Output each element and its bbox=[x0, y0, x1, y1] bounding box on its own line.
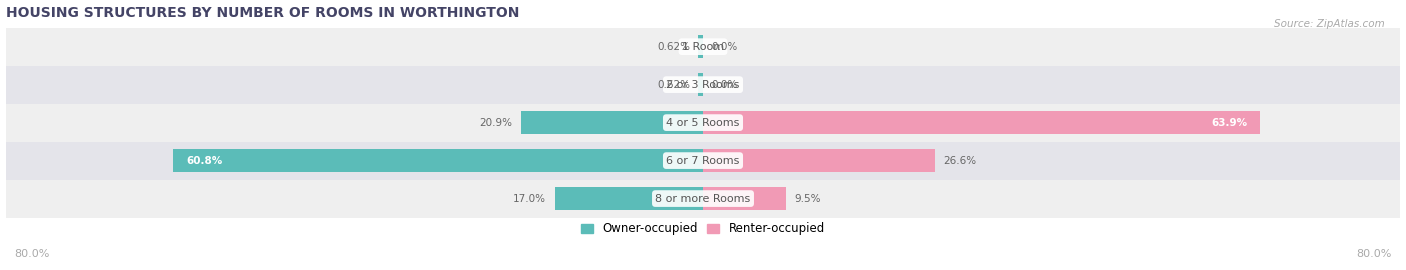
Bar bbox=[703, 187, 786, 210]
Bar bbox=[555, 187, 703, 210]
Bar bbox=[697, 35, 703, 58]
Bar bbox=[6, 28, 1400, 66]
Text: 0.0%: 0.0% bbox=[711, 80, 738, 90]
Text: 9.5%: 9.5% bbox=[794, 194, 821, 204]
Text: 0.62%: 0.62% bbox=[658, 42, 690, 52]
Bar bbox=[6, 104, 1400, 141]
Bar bbox=[6, 66, 1400, 104]
Bar bbox=[520, 111, 703, 134]
Bar bbox=[703, 111, 1260, 134]
Bar bbox=[173, 149, 703, 172]
Text: 63.9%: 63.9% bbox=[1211, 118, 1247, 128]
Text: 8 or more Rooms: 8 or more Rooms bbox=[655, 194, 751, 204]
Text: 60.8%: 60.8% bbox=[186, 156, 222, 166]
Text: Source: ZipAtlas.com: Source: ZipAtlas.com bbox=[1274, 19, 1385, 29]
Text: HOUSING STRUCTURES BY NUMBER OF ROOMS IN WORTHINGTON: HOUSING STRUCTURES BY NUMBER OF ROOMS IN… bbox=[6, 6, 519, 19]
Text: 26.6%: 26.6% bbox=[943, 156, 977, 166]
Text: 6 or 7 Rooms: 6 or 7 Rooms bbox=[666, 156, 740, 166]
Text: 80.0%: 80.0% bbox=[1357, 249, 1392, 259]
Text: 0.0%: 0.0% bbox=[711, 42, 738, 52]
Bar bbox=[697, 73, 703, 96]
Legend: Owner-occupied, Renter-occupied: Owner-occupied, Renter-occupied bbox=[576, 218, 830, 240]
Bar bbox=[6, 141, 1400, 180]
Text: 17.0%: 17.0% bbox=[513, 194, 546, 204]
Text: 20.9%: 20.9% bbox=[479, 118, 512, 128]
Bar bbox=[703, 149, 935, 172]
Text: 80.0%: 80.0% bbox=[14, 249, 49, 259]
Text: 2 or 3 Rooms: 2 or 3 Rooms bbox=[666, 80, 740, 90]
Text: 4 or 5 Rooms: 4 or 5 Rooms bbox=[666, 118, 740, 128]
Text: 0.62%: 0.62% bbox=[658, 80, 690, 90]
Text: 1 Room: 1 Room bbox=[682, 42, 724, 52]
Bar bbox=[6, 180, 1400, 218]
